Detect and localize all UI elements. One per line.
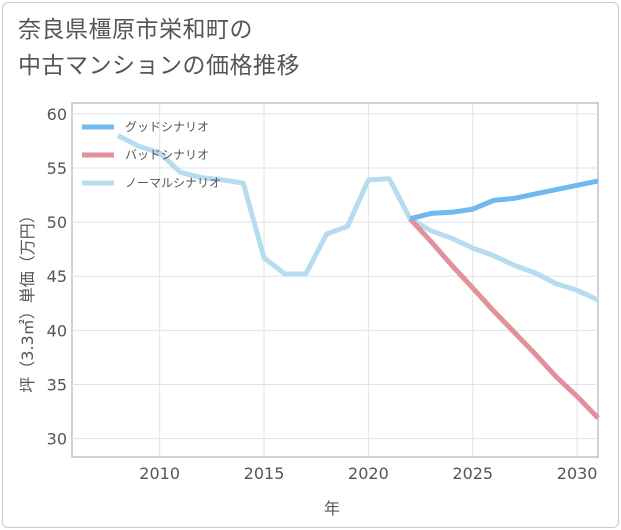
- x-tick-label: 2025: [452, 464, 493, 483]
- x-axis-title: 年: [324, 499, 340, 518]
- x-tick-label: 2010: [139, 464, 180, 483]
- y-axis-ticks: 30 35 40 45 50 55 60: [47, 105, 67, 449]
- y-tick-label: 60: [47, 105, 67, 124]
- y-tick-label: 50: [47, 213, 67, 232]
- legend-label-2: ノーマルシナリオ: [125, 176, 221, 190]
- y-tick-label: 30: [47, 430, 67, 449]
- series-line-2: [116, 133, 600, 303]
- y-tick-label: 45: [47, 267, 67, 286]
- legend-label-0: グッドシナリオ: [125, 120, 209, 134]
- x-tick-label: 2015: [244, 464, 285, 483]
- chart-title-line-1: 奈良県橿原市栄和町の: [18, 17, 253, 43]
- legend-label-1: バッドシナリオ: [125, 148, 209, 162]
- x-tick-label: 2020: [348, 464, 389, 483]
- series-line-1: [408, 217, 600, 420]
- y-tick-label: 40: [47, 321, 67, 340]
- series-lines: [116, 133, 600, 420]
- x-axis-ticks: 2010 2015 2020 2025 2030: [139, 464, 597, 483]
- series-line-0: [409, 178, 599, 222]
- chart-title: 奈良県橿原市栄和町の 中古マンションの価格推移: [18, 12, 300, 84]
- y-tick-label: 55: [47, 159, 67, 178]
- y-tick-label: 35: [47, 375, 67, 394]
- y-axis-title: 坪（3.3㎡）単価（万円）: [18, 207, 37, 392]
- gridlines: [72, 103, 598, 457]
- x-tick-label: 2030: [557, 464, 598, 483]
- chart-title-line-2: 中古マンションの価格推移: [18, 53, 300, 79]
